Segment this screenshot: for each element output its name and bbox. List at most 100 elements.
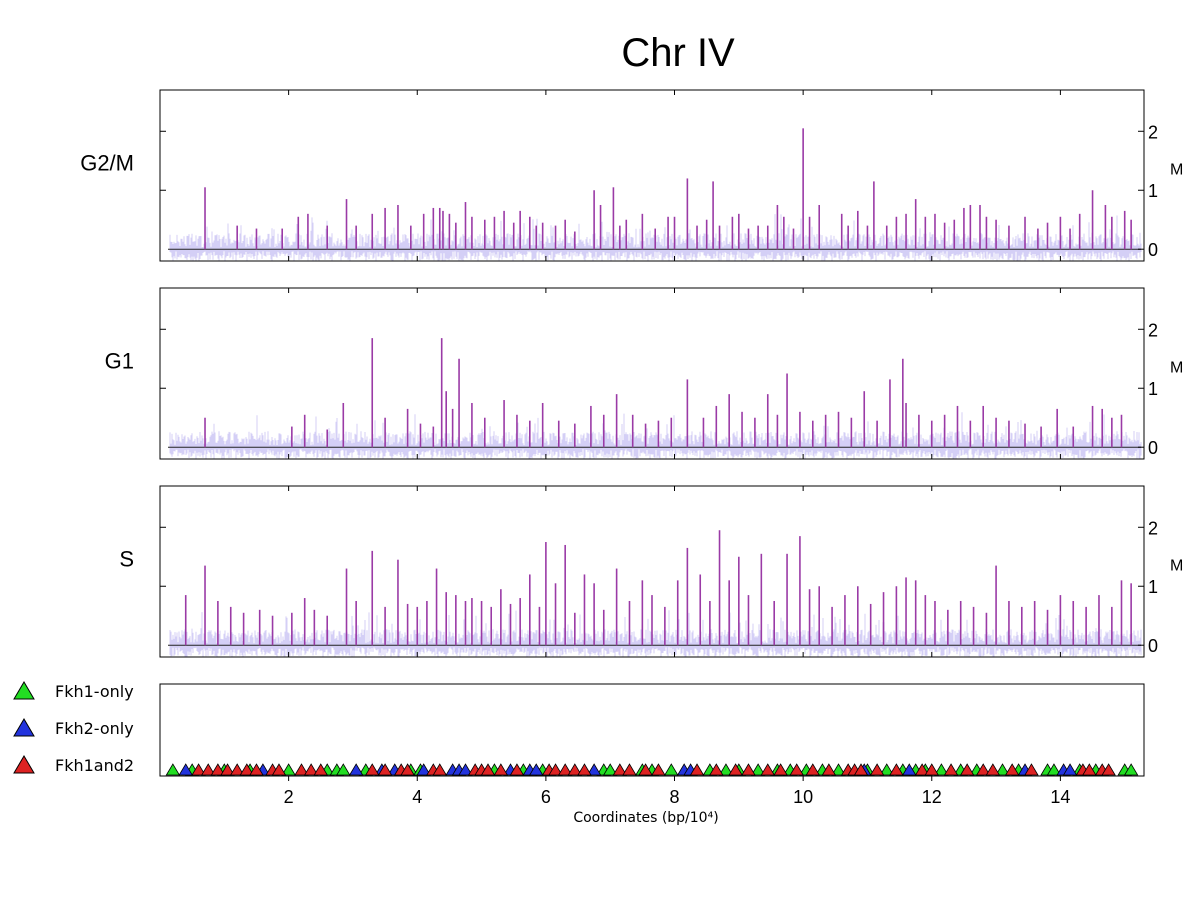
site-marker-fkh1and2 (480, 763, 496, 776)
legend-triangle-icon (13, 718, 35, 737)
x-tick-label: 4 (412, 787, 422, 807)
site-marker-fkh1and2 (985, 763, 1001, 776)
site-marker-fkh2-only (178, 763, 193, 776)
site-marker-fkh1and2 (509, 763, 525, 776)
y-tick-label: 2 (1148, 122, 1158, 142)
site-marker-fkh1and2 (249, 763, 264, 776)
site-marker-fkh1and2 (377, 763, 393, 776)
sites-frame (159, 683, 1145, 777)
site-marker-fkh1and2 (622, 763, 637, 776)
background-noise (169, 412, 1142, 460)
x-tick-label: 10 (793, 787, 813, 807)
site-marker-fkh1and2 (303, 763, 319, 776)
site-marker-fkh1-only (281, 763, 296, 776)
panel-frame (159, 89, 1145, 262)
panel-label: G1 (105, 349, 134, 374)
site-marker-fkh1and2 (577, 763, 592, 776)
panel-g1: 0 1 2 G1 M (105, 287, 1183, 460)
site-marker-fkh1-only (831, 763, 846, 776)
site-marker-fkh1and2 (773, 763, 788, 776)
legend-label: Fkh2-only (55, 719, 134, 738)
site-marker-fkh1and2 (943, 763, 959, 776)
site-marker-fkh1and2 (271, 763, 287, 776)
site-marker-fkh1and2 (365, 763, 380, 776)
site-marker-fkh1-only (664, 763, 679, 776)
site-marker-fkh1and2 (959, 763, 975, 776)
site-marker-fkh1and2 (853, 763, 869, 776)
panel-label: S (119, 547, 134, 572)
y-axis-unit-label: M (1170, 360, 1183, 377)
site-marker-fkh1and2 (548, 763, 563, 776)
site-marker-fkh1and2 (1004, 763, 1020, 776)
site-marker-fkh1and2 (638, 763, 653, 776)
site-marker-fkh1and2 (924, 763, 939, 776)
site-marker-fkh1and2 (869, 763, 885, 776)
chart-title: Chr IV (621, 31, 735, 75)
site-marker-fkh2-only (586, 763, 602, 776)
site-marker-fkh1and2 (201, 763, 216, 776)
site-marker-fkh1-only (165, 763, 181, 776)
site-marker-fkh1-only (1046, 763, 1062, 776)
site-marker-fkh1and2 (229, 763, 245, 776)
site-marker-fkh1and2 (760, 763, 775, 776)
legend-label: Fkh1-only (55, 682, 134, 701)
legend-label: Fkh1and2 (55, 756, 134, 775)
site-marker-fkh1and2 (741, 763, 756, 776)
y-axis-unit-label: M (1170, 558, 1183, 575)
site-marker-fkh2-only (1062, 763, 1078, 776)
site-marker-fkh1and2 (210, 763, 226, 776)
y-tick-label: 2 (1148, 320, 1158, 340)
site-marker-fkh2-only (458, 763, 473, 776)
y-tick-label: 0 (1148, 438, 1158, 458)
panel-frame (159, 485, 1145, 658)
x-tick-label: 8 (670, 787, 680, 807)
site-marker-fkh1and2 (709, 763, 724, 776)
site-marker-fkh1and2 (612, 763, 628, 776)
site-marker-fkh1and2 (821, 763, 837, 776)
y-axis-unit-label: M (1170, 162, 1183, 179)
site-marker-fkh1and2 (789, 763, 804, 776)
site-marker-fkh1-only (879, 763, 894, 776)
y-tick-label: 2 (1148, 518, 1158, 538)
site-marker-fkh1and2 (689, 763, 705, 776)
legend-entry: Fkh1-only (13, 681, 134, 701)
site-marker-fkh1and2 (567, 763, 583, 776)
fkh-sites-panel: 2 4 6 8 10 12 14 (159, 683, 1145, 807)
site-marker-fkh1and2 (889, 763, 904, 776)
legend: Fkh1-only Fkh2-only Fkh1and2 (13, 681, 134, 775)
x-axis-label: Coordinates (bp/10⁴) (573, 810, 718, 826)
site-marker-fkh1and2 (239, 763, 255, 776)
site-marker-fkh1and2 (220, 763, 235, 776)
site-marker-fkh1and2 (191, 763, 206, 776)
site-marker-fkh1and2 (557, 763, 573, 776)
site-marker-fkh1and2 (728, 763, 743, 776)
x-tick-label: 2 (284, 787, 294, 807)
site-marker-fkh2-only (348, 763, 364, 776)
y-tick-label: 1 (1148, 379, 1158, 399)
x-tick-label: 6 (541, 787, 551, 807)
legend-entry: Fkh1and2 (13, 755, 134, 775)
site-marker-fkh2-only (529, 763, 544, 776)
site-marker-fkh1and2 (294, 763, 309, 776)
legend-entry: Fkh2-only (13, 718, 134, 738)
site-marker-fkh1-only (995, 763, 1010, 776)
site-marker-fkh1-only (336, 763, 351, 776)
site-marker-fkh1and2 (651, 763, 666, 776)
panel-s: 0 1 2 S M (119, 485, 1183, 658)
legend-triangle-icon (13, 755, 35, 774)
panel-label: G2/M (80, 151, 134, 176)
site-marker-fkh1and2 (976, 763, 991, 776)
site-marker-fkh2-only (416, 763, 431, 776)
site-marker-fkh1-only (1123, 763, 1139, 776)
site-marker-fkh1-only (602, 763, 618, 776)
signal-panels: 0 1 2 G2/M M 0 1 2 G1 M 0 1 2 S M (80, 89, 1183, 658)
site-marker-fkh2-only (902, 763, 917, 776)
site-marker-fkh1and2 (432, 763, 447, 776)
x-tick-label: 14 (1050, 787, 1070, 807)
site-marker-fkh1and2 (313, 763, 328, 776)
site-marker-fkh1-only (934, 763, 949, 776)
y-tick-label: 1 (1148, 181, 1158, 201)
site-marker-fkh1and2 (1082, 763, 1097, 776)
legend-triangle-icon (13, 681, 35, 700)
